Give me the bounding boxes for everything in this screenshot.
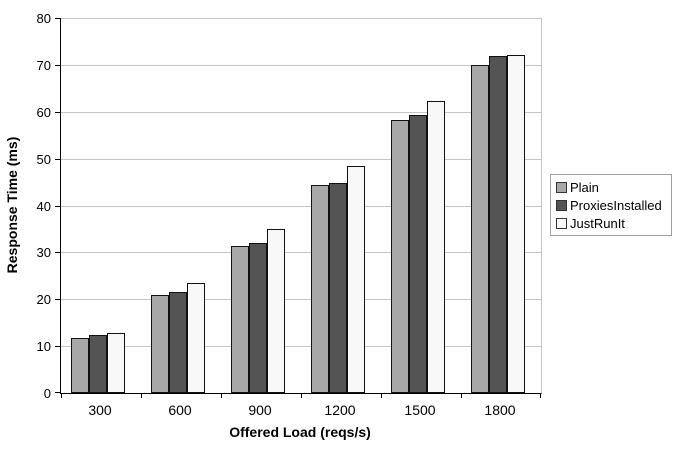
legend-label-justrunit: JustRunIt (570, 216, 625, 231)
legend-marker-plain (556, 182, 567, 193)
x-axis-title: Offered Load (reqs/s) (229, 424, 371, 440)
bar-justrunit-1200 (347, 166, 365, 393)
bar-plain-900 (231, 246, 249, 393)
x-category-label-1800: 1800 (484, 402, 516, 418)
legend-item-plain: Plain (556, 180, 667, 195)
gridline-70 (61, 64, 541, 66)
x-tick-0 (61, 394, 62, 398)
y-tick-70 (55, 64, 60, 66)
y-tick-label-0: 0 (43, 386, 51, 401)
bar-plain-300 (71, 338, 89, 393)
y-tick-label-30: 30 (36, 245, 51, 261)
gridline-20 (61, 299, 541, 301)
x-category-label-600: 600 (168, 402, 192, 418)
bar-justrunit-300 (107, 333, 125, 393)
y-tick-0 (55, 392, 60, 393)
x-category-label-1500: 1500 (404, 402, 436, 418)
x-category-label-300: 300 (88, 402, 112, 418)
y-tick-label-80: 80 (36, 11, 51, 26)
y-tick-label-10: 10 (36, 339, 51, 355)
legend-label-plain: Plain (570, 180, 599, 195)
y-tick-label-70: 70 (36, 57, 51, 73)
x-category-label-1200: 1200 (324, 402, 356, 418)
y-tick-20 (55, 299, 60, 301)
bar-justrunit-1500 (427, 101, 445, 393)
bar-plain-600 (151, 295, 169, 393)
y-tick-label-40: 40 (36, 198, 51, 214)
y-tick-40 (55, 205, 60, 207)
legend-label-proxiesinstalled: ProxiesInstalled (570, 198, 662, 213)
y-tick-50 (55, 158, 60, 160)
bar-justrunit-1800 (507, 55, 525, 393)
bar-justrunit-900 (267, 229, 285, 393)
y-tick-label-50: 50 (36, 151, 51, 167)
bar-proxiesinstalled-1800 (489, 56, 507, 393)
gridline-60 (61, 111, 541, 113)
bar-proxiesinstalled-300 (89, 335, 107, 393)
x-tick-2 (221, 394, 222, 398)
gridline-40 (61, 205, 541, 207)
plot-area (55, 18, 542, 398)
x-tick-6 (540, 394, 541, 398)
bar-proxiesinstalled-1500 (409, 115, 427, 393)
y-axis-title: Response Time (ms) (4, 136, 20, 274)
y-tick-10 (55, 346, 60, 348)
bar-proxiesinstalled-1200 (329, 183, 347, 393)
bar-plain-1500 (391, 120, 409, 393)
bar-proxiesinstalled-900 (249, 243, 267, 393)
x-tick-1 (141, 394, 142, 398)
bar-plain-1200 (311, 185, 329, 393)
x-category-label-900: 900 (248, 402, 272, 418)
y-tick-label-20: 20 (36, 292, 51, 308)
y-tick-60 (55, 111, 60, 113)
legend-item-justrunit: JustRunIt (556, 216, 667, 231)
legend-item-proxiesinstalled: ProxiesInstalled (556, 198, 667, 213)
legend: Plain ProxiesInstalled JustRunIt (550, 174, 672, 236)
y-tick-80 (55, 18, 60, 19)
y-tick-30 (55, 252, 60, 254)
bar-plain-1800 (471, 65, 489, 393)
gridline-50 (61, 158, 541, 160)
x-tick-5 (461, 394, 462, 398)
gridline-30 (61, 252, 541, 254)
gridline-80 (61, 18, 541, 19)
legend-marker-proxiesinstalled (556, 200, 567, 211)
x-tick-3 (301, 394, 302, 398)
x-tick-4 (381, 394, 382, 398)
legend-marker-justrunit (556, 218, 567, 229)
y-tick-label-60: 60 (36, 104, 51, 120)
bar-justrunit-600 (187, 283, 205, 393)
bar-proxiesinstalled-600 (169, 292, 187, 393)
gridline-10 (61, 346, 541, 348)
